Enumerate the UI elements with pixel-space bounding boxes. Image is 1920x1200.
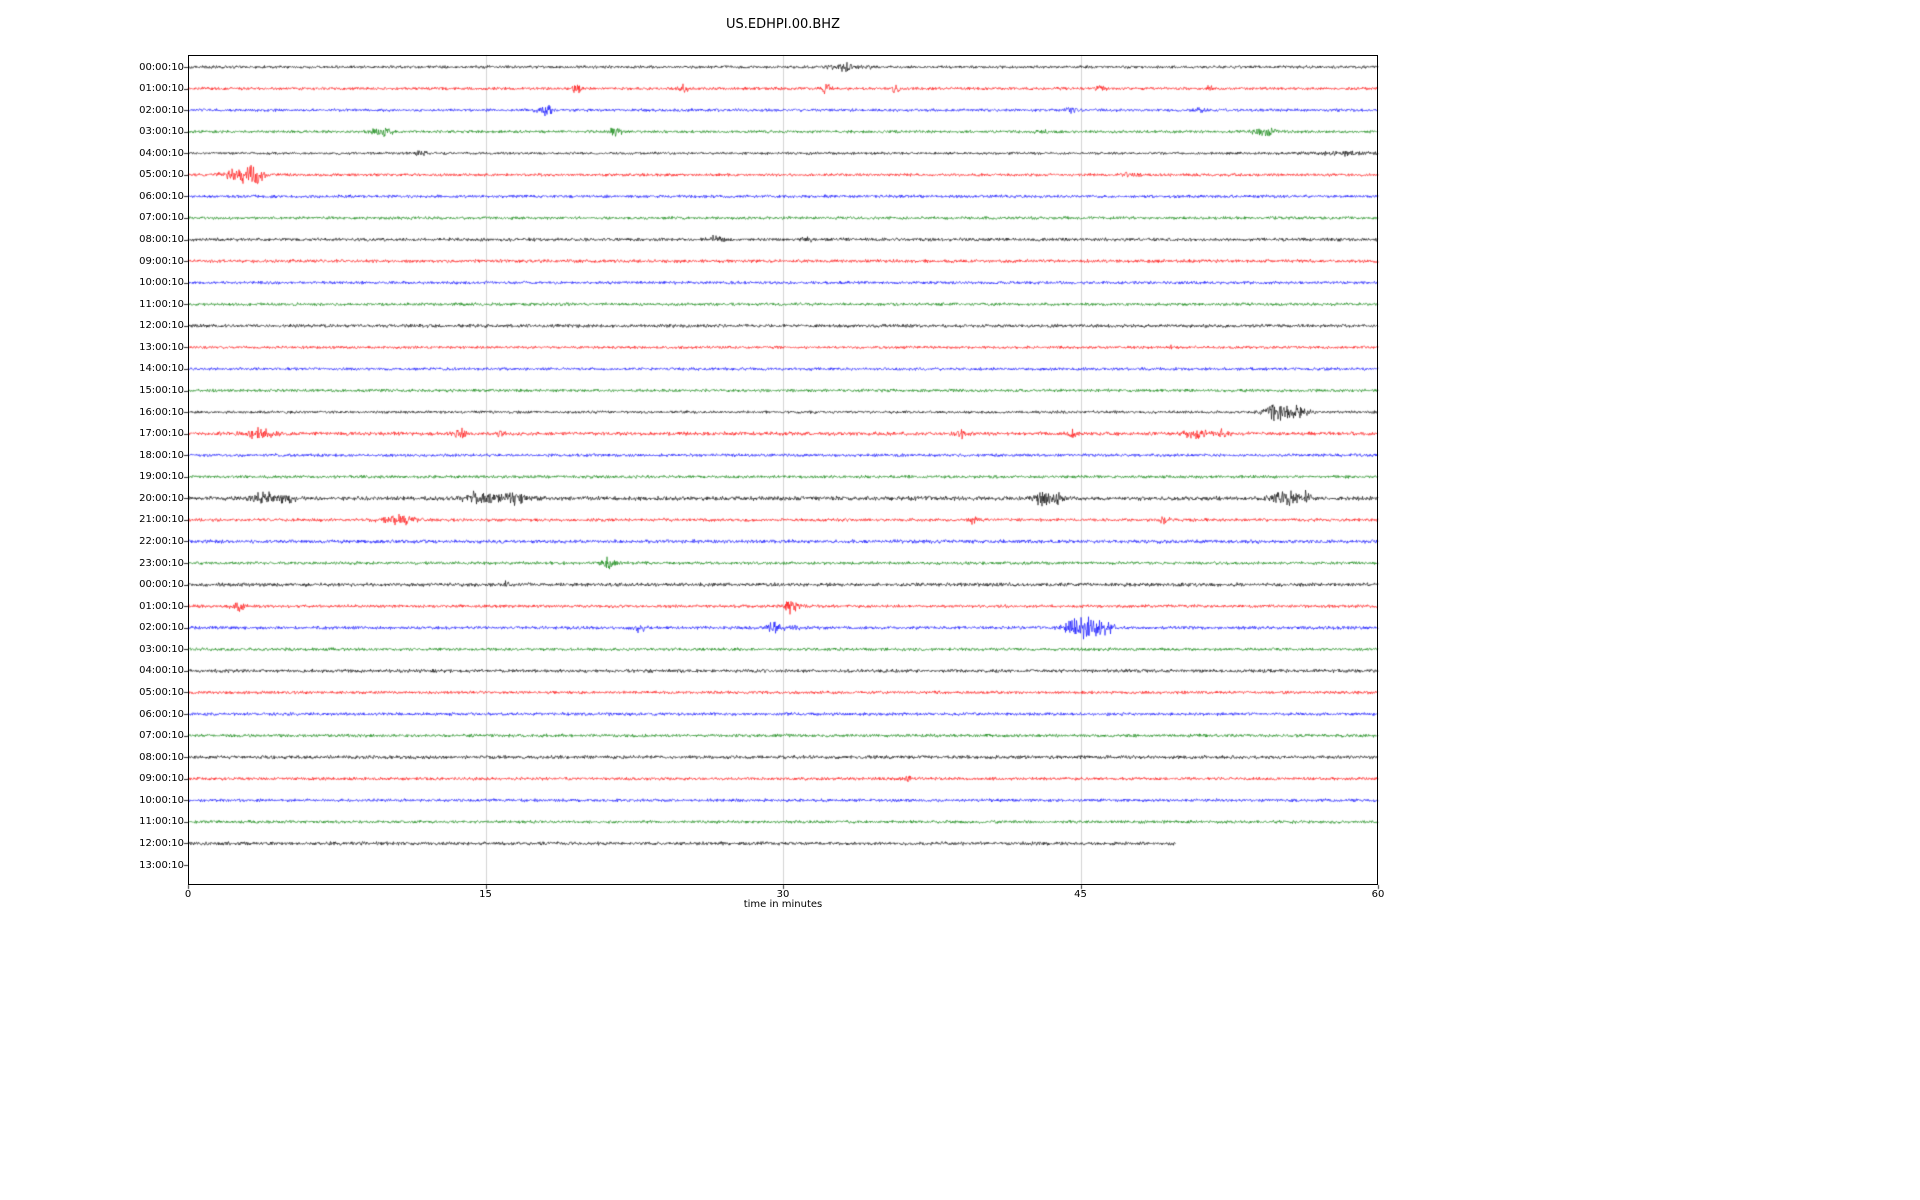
y-tick-label: 03:00:10	[139, 126, 184, 138]
y-tick-label: 09:00:10	[139, 255, 184, 267]
x-tick-label: 30	[776, 889, 790, 900]
y-tick-label: 08:00:10	[139, 234, 184, 246]
y-tick-label: 08:00:10	[139, 751, 184, 763]
y-tick-label: 16:00:10	[139, 406, 184, 418]
y-tick-label: 09:00:10	[139, 773, 184, 785]
y-tick-label: 21:00:10	[139, 514, 184, 526]
y-tick-label: 13:00:10	[139, 859, 184, 871]
y-tick-label: 19:00:10	[139, 471, 184, 483]
y-tick-label: 00:00:10	[139, 61, 184, 73]
x-tick-label: 60	[1371, 889, 1385, 900]
x-tick-label: 45	[1074, 889, 1087, 900]
y-tick-label: 03:00:10	[139, 643, 184, 655]
y-tick-label: 22:00:10	[139, 535, 184, 547]
y-tick-label: 20:00:10	[139, 492, 184, 504]
y-tick-label: 13:00:10	[139, 341, 184, 353]
y-tick-label: 12:00:10	[139, 837, 184, 849]
x-tick-label: 15	[479, 889, 492, 900]
y-tick-label: 10:00:10	[139, 277, 184, 289]
y-tick-label: 11:00:10	[139, 298, 184, 310]
y-tick-label: 04:00:10	[139, 665, 184, 677]
chart-title: US.EDHPI.00.BHZ	[726, 17, 840, 32]
y-tick-label: 06:00:10	[139, 190, 184, 202]
y-tick-label: 23:00:10	[139, 557, 184, 569]
y-tick-label: 18:00:10	[139, 449, 184, 461]
x-tick-label: 0	[184, 889, 192, 900]
x-axis-title: time in minutes	[743, 899, 823, 910]
y-tick-label: 05:00:10	[139, 686, 184, 698]
y-tick-label: 04:00:10	[139, 147, 184, 159]
y-tick-label: 07:00:10	[139, 730, 184, 742]
y-tick-label: 06:00:10	[139, 708, 184, 720]
y-tick-label: 07:00:10	[139, 212, 184, 224]
y-tick-label: 12:00:10	[139, 320, 184, 332]
y-tick-label: 14:00:10	[139, 363, 184, 375]
y-tick-label: 15:00:10	[139, 385, 184, 396]
y-tick-label: 01:00:10	[139, 83, 184, 95]
y-tick-label: 10:00:10	[139, 794, 184, 806]
y-tick-label: 01:00:10	[139, 600, 184, 612]
y-tick-label: 02:00:10	[139, 104, 184, 116]
y-tick-label: 00:00:10	[139, 579, 184, 591]
y-tick-label: 11:00:10	[139, 816, 184, 828]
y-tick-label: 17:00:10	[139, 428, 184, 440]
y-tick-label: 02:00:10	[139, 622, 184, 634]
y-tick-label: 05:00:10	[139, 169, 184, 181]
